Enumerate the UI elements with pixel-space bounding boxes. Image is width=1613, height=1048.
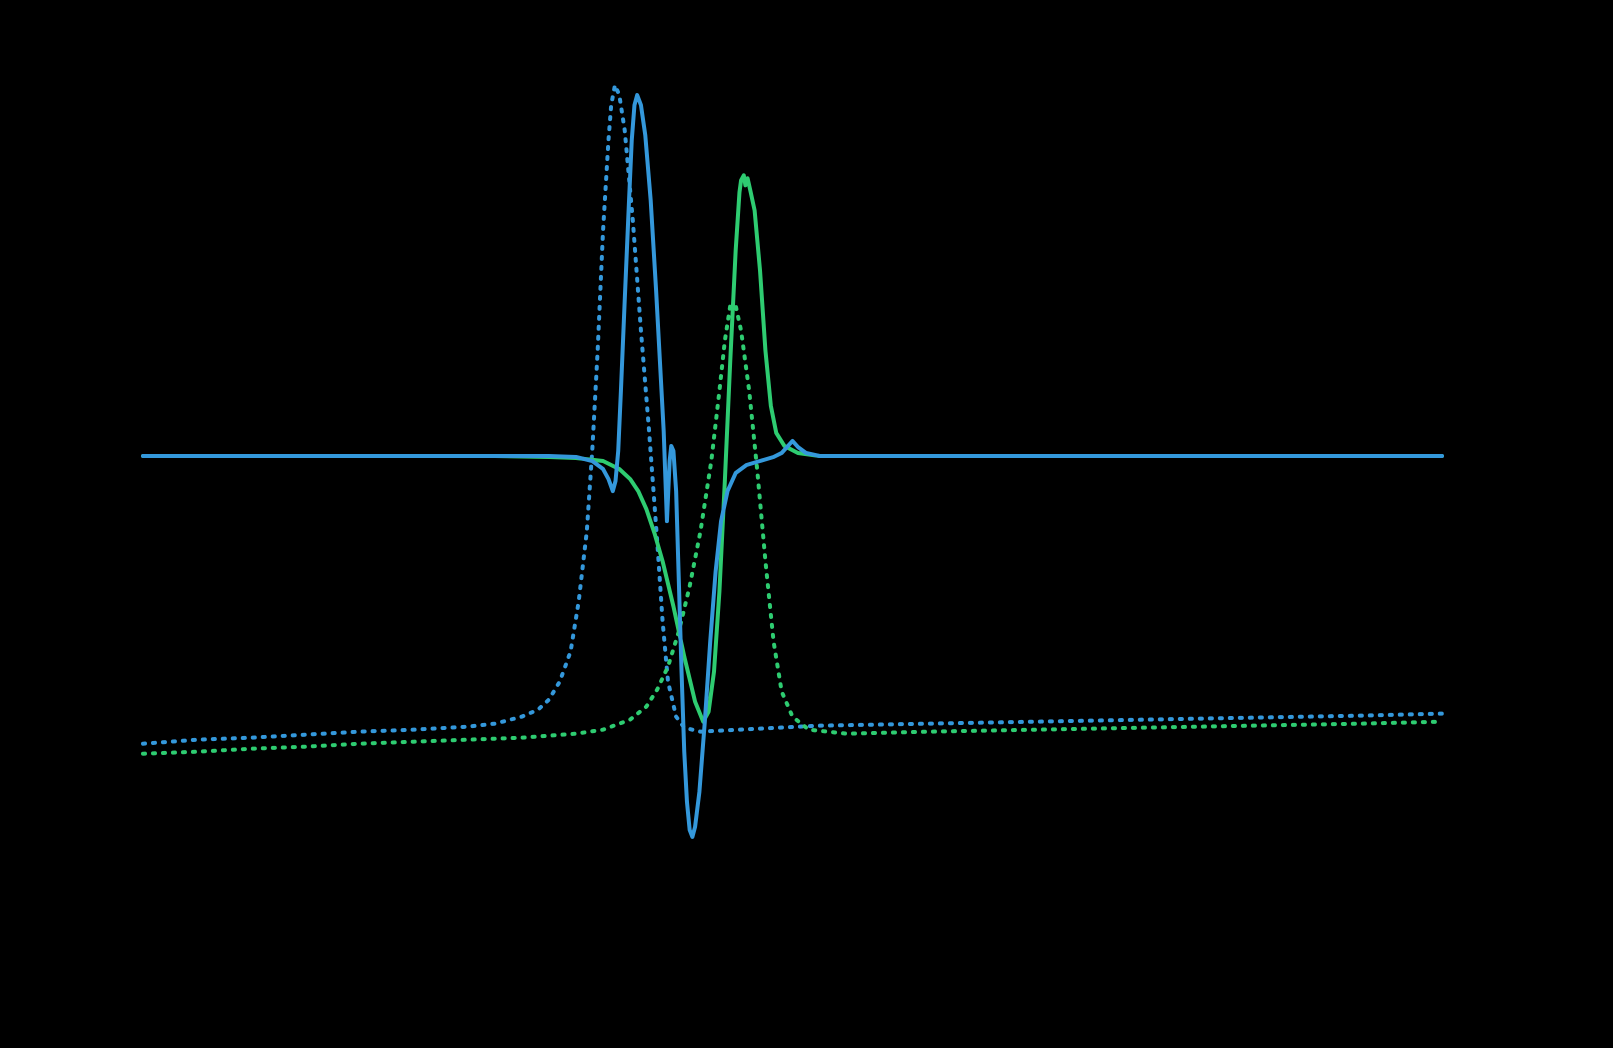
line-chart bbox=[0, 0, 1613, 1048]
chart-background bbox=[0, 0, 1613, 1048]
chart-container bbox=[0, 0, 1613, 1048]
